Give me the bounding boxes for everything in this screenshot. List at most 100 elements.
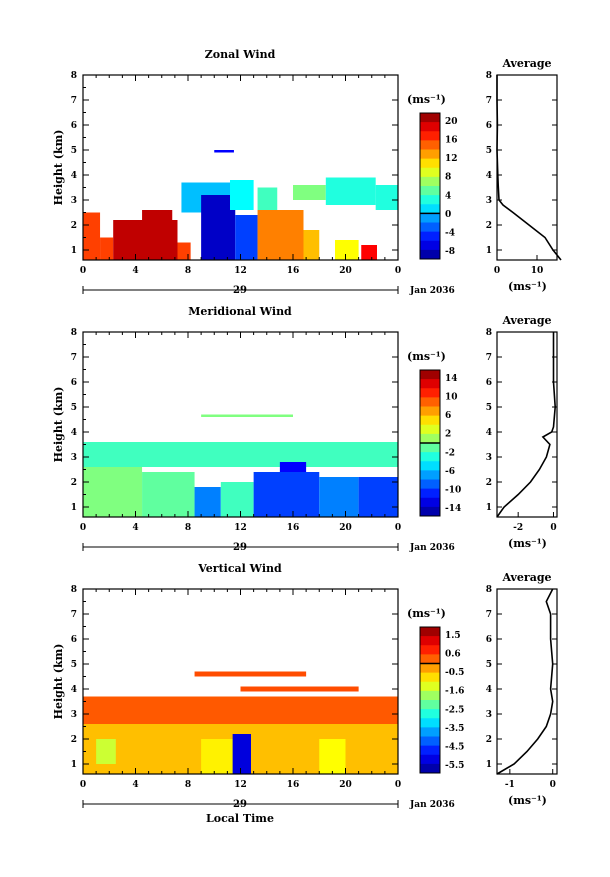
colorbar-tick-label: 20 xyxy=(445,117,458,127)
y-tick-label: 6 xyxy=(71,121,77,131)
x-tick-label: 0 xyxy=(395,266,401,276)
date-label: Jan 2036 xyxy=(409,800,455,810)
colorbar-tick-label: 6 xyxy=(445,411,451,421)
x-tick-label: 0 xyxy=(395,523,401,533)
x-tick-label: 0 xyxy=(80,523,86,533)
heatmap-cell xyxy=(375,185,398,210)
colorbar-segment xyxy=(420,379,440,389)
x-tick-label: 16 xyxy=(287,523,300,533)
avg-y-tick-label: 4 xyxy=(486,428,492,438)
avg-y-tick-label: 8 xyxy=(486,585,492,595)
heatmap-cell xyxy=(240,686,359,692)
heatmap-cell xyxy=(194,487,221,517)
heatmap-cell xyxy=(96,739,116,764)
colorbar-segment xyxy=(420,167,440,178)
x-tick-label: 4 xyxy=(132,266,138,276)
y-tick-label: 8 xyxy=(71,328,77,338)
heatmap-cell xyxy=(83,442,398,467)
y-tick-label: 7 xyxy=(71,353,77,363)
heatmap-cell xyxy=(257,210,304,260)
colorbar-segment xyxy=(420,488,440,499)
x-tick-label: 16 xyxy=(287,780,300,790)
avg-y-tick-label: 7 xyxy=(486,353,492,363)
x-tick-label: 8 xyxy=(185,266,191,276)
heatmap-cell xyxy=(177,242,191,260)
colorbar-segment xyxy=(420,158,440,169)
colorbar-segment xyxy=(420,763,440,774)
colorbar-segment xyxy=(420,736,440,747)
heatmap-cell xyxy=(253,472,320,517)
heatmap-cell xyxy=(257,187,278,210)
heatmap-cell xyxy=(319,739,346,774)
panel-vertical-wind: Vertical Wind Average (ms⁻¹) (ms⁻¹) 29 J… xyxy=(197,562,551,825)
avg-y-tick-label: 2 xyxy=(486,478,492,488)
y-tick-label: 6 xyxy=(71,635,77,645)
avg-y-tick-label: 6 xyxy=(486,378,492,388)
colorbar-tick-label: 16 xyxy=(445,136,458,146)
heatmap-cell xyxy=(201,414,293,417)
heatmap-cell xyxy=(293,185,326,200)
avg-unit-label: (ms⁻¹) xyxy=(508,537,547,550)
avg-y-tick-label: 4 xyxy=(486,685,492,695)
colorbar-tick-label: -4.5 xyxy=(445,742,464,752)
average-frame xyxy=(496,588,558,775)
colorbar-segment xyxy=(420,240,440,251)
colorbar-segment xyxy=(420,627,440,637)
heatmap-cell xyxy=(142,472,195,517)
y-tick-label: 1 xyxy=(71,246,77,256)
colorbar-tick-label: -5.5 xyxy=(445,761,464,771)
colorbar-segment xyxy=(420,131,440,141)
heatmap-cell xyxy=(325,177,376,205)
date-label: Jan 2036 xyxy=(409,543,455,553)
colorbar-tick-label: -3.5 xyxy=(445,724,464,734)
avg-y-tick-label: 8 xyxy=(486,328,492,338)
colorbar-segment xyxy=(420,222,440,233)
date-label: Jan 2036 xyxy=(409,286,455,296)
y-tick-label: 2 xyxy=(71,478,77,488)
colorbar-tick-label: 4 xyxy=(445,191,451,201)
colorbar-segment xyxy=(420,470,440,480)
panel-title: Meridional Wind xyxy=(188,305,292,318)
colorbar-tick-label: -2 xyxy=(445,448,455,458)
colorbar-segment xyxy=(420,231,440,242)
y-tick-label: 3 xyxy=(71,196,77,206)
y-tick-label: 5 xyxy=(71,403,77,413)
avg-y-tick-label: 6 xyxy=(486,635,492,645)
avg-y-tick-label: 6 xyxy=(486,121,492,131)
heatmap-cell xyxy=(83,212,101,260)
avg-y-tick-label: 4 xyxy=(486,171,492,181)
heatmap-cell xyxy=(201,195,236,260)
colorbar-segment xyxy=(420,388,440,398)
colorbar-tick-label: -0.5 xyxy=(445,668,464,678)
y-tick-label: 2 xyxy=(71,221,77,231)
x-tick-label: 0 xyxy=(395,780,401,790)
heatmap-cell xyxy=(358,477,398,517)
colorbar-segment xyxy=(420,727,440,737)
x-tick-label: 16 xyxy=(287,266,300,276)
heatmap-cell xyxy=(235,215,258,260)
colorbar-tick-label: 14 xyxy=(445,374,458,384)
colorbar-frame xyxy=(419,626,441,774)
average-profile-line xyxy=(496,75,562,261)
average-profile-line xyxy=(496,588,554,775)
heatmap-cell xyxy=(319,477,359,517)
colorbar-segment xyxy=(420,497,440,508)
y-tick-label: 3 xyxy=(71,710,77,720)
avg-y-tick-label: 2 xyxy=(486,221,492,231)
colorbar-segment xyxy=(420,415,440,426)
y-tick-label: 4 xyxy=(71,428,77,438)
x-tick-label: 8 xyxy=(185,523,191,533)
avg-y-tick-label: 1 xyxy=(486,503,492,513)
colorbar-segment xyxy=(420,406,440,417)
colorbar-segment xyxy=(420,249,440,260)
avg-y-tick-label: 3 xyxy=(486,710,492,720)
colorbar-segment xyxy=(420,113,440,123)
colorbar-tick-label: 10 xyxy=(445,393,458,403)
colorbar-segment xyxy=(420,745,440,756)
colorbar-segment xyxy=(420,433,440,444)
colorbar-segment xyxy=(420,461,440,471)
colorbar-tick-label: 0 xyxy=(445,210,451,220)
